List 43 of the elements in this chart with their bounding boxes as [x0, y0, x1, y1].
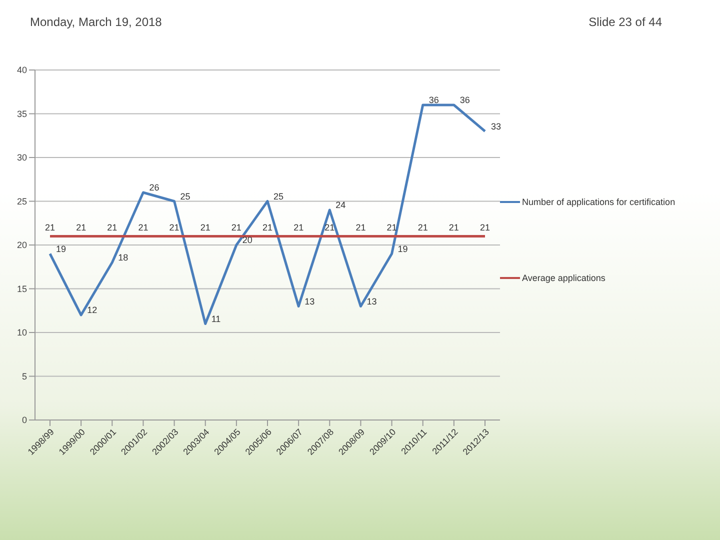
text: Monday, March 19, 2018 [30, 15, 162, 29]
y-tick-label: 25 [16, 196, 27, 206]
data-label: 21 [231, 222, 242, 232]
data-label: 21 [76, 222, 86, 232]
data-label: 12 [87, 305, 98, 316]
data-label: 26 [149, 182, 160, 193]
data-label: 21 [262, 222, 273, 232]
y-tick-label: 35 [16, 108, 27, 119]
data-label: 19 [56, 244, 66, 254]
data-label: 21 [169, 222, 180, 232]
data-label: 25 [180, 191, 190, 202]
y-tick-label: 10 [16, 328, 27, 338]
data-label: 21 [107, 222, 118, 232]
data-label: 25 [274, 191, 284, 202]
data-label: 13 [366, 296, 377, 306]
y-tick-label: 40 [16, 65, 27, 76]
data-label: 21 [294, 222, 304, 232]
data-label: 20 [242, 235, 252, 246]
data-label: 36 [460, 95, 470, 106]
data-label: 21 [418, 222, 428, 232]
data-label: 24 [336, 200, 346, 210]
legend-label: Number of applications for certification [522, 197, 676, 207]
data-label: 21 [44, 222, 56, 232]
data-label: 21 [138, 222, 148, 232]
data-label: 13 [304, 296, 315, 306]
text: Slide 23 of 44 [588, 15, 662, 29]
legend-label: Average applications [522, 273, 606, 283]
data-label: 36 [428, 95, 439, 106]
data-label: 21 [324, 222, 335, 232]
data-label: 33 [491, 121, 502, 132]
data-label: 21 [386, 222, 397, 232]
data-label: 21 [448, 222, 459, 232]
data-label: 11 [211, 314, 221, 324]
y-tick-label: 0 [22, 415, 27, 426]
data-label: 19 [398, 244, 408, 254]
data-label: 21 [480, 222, 490, 232]
y-tick-label: 30 [16, 152, 27, 163]
data-label: 21 [356, 222, 366, 232]
data-label: 21 [200, 222, 210, 232]
y-tick-label: 15 [16, 284, 27, 294]
data-label: 18 [118, 252, 128, 263]
y-tick-label: 20 [16, 240, 27, 250]
y-tick-label: 5 [22, 371, 27, 382]
